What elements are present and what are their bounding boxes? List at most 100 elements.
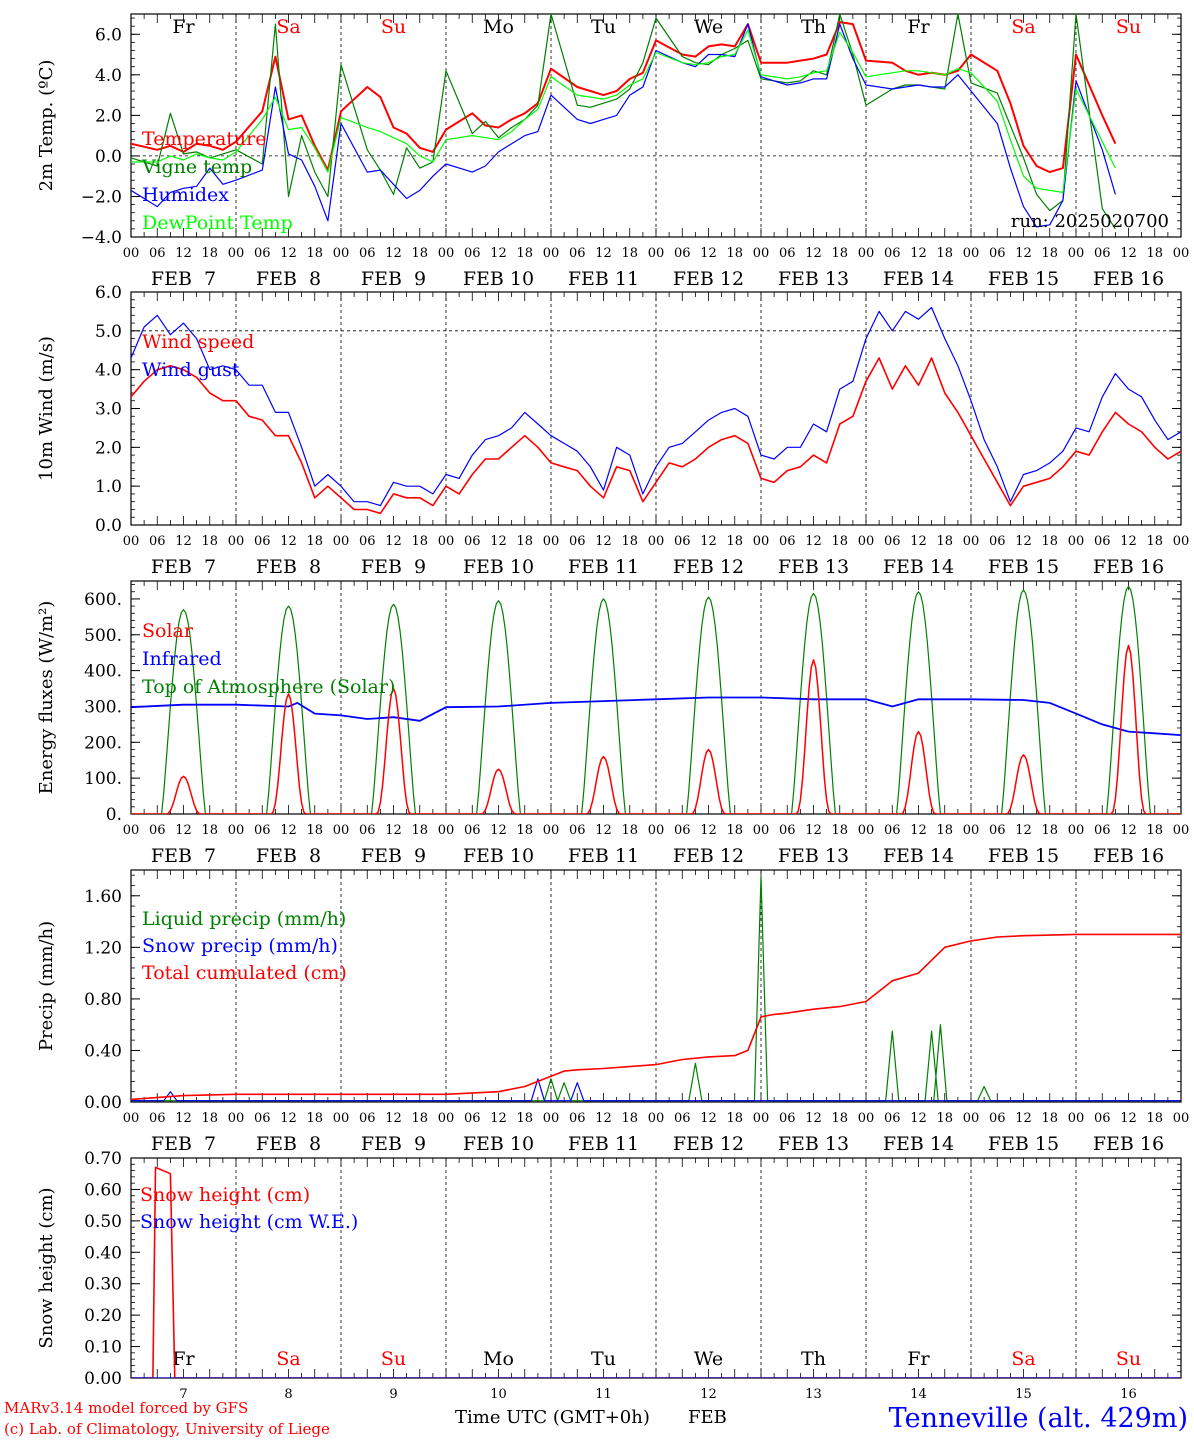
hour-tick-label: 12 [700, 534, 717, 549]
day-number-label: 9 [389, 1387, 397, 1402]
hour-tick-label: 12 [910, 534, 927, 549]
date-label: FEB 15 [988, 1133, 1059, 1155]
y-tick-label: 0.80 [84, 990, 122, 1010]
date-label: FEB 8 [256, 556, 321, 578]
hour-tick-label: 06 [569, 1111, 586, 1126]
panel-energy: 0. 100. 200. 300. 400. 500. 600. Energy fluxes … [36, 580, 1189, 867]
day-number-label: 11 [595, 1387, 612, 1402]
y-tick-label: 0.10 [84, 1338, 122, 1358]
series-group [131, 1166, 1181, 1378]
y-tick-label: 1.0 [95, 477, 122, 497]
weekday-label: Fr [172, 1348, 195, 1370]
hour-tick-label: 12 [700, 823, 717, 838]
hour-tick-label: 12 [385, 246, 402, 261]
plot-frame [130, 13, 1182, 238]
day-number-label: 10 [490, 1387, 507, 1402]
hour-tick-label: 00 [963, 246, 980, 261]
hour-tick-label: 18 [936, 246, 953, 261]
legend-entry: Solar [142, 620, 194, 642]
weekday-label: We [694, 16, 723, 38]
hour-tick-label: 12 [805, 823, 822, 838]
hour-tick-label: 12 [805, 246, 822, 261]
hour-tick-label: 00 [1068, 246, 1085, 261]
legend-entry: Temperature [142, 128, 266, 150]
hour-tick-label: 00 [648, 1111, 665, 1126]
panel-precip: 0.00 0.40 0.80 1.20 1.60 Precip (mm/h) 00 06 12 1… [36, 869, 1189, 1155]
date-label: FEB 15 [988, 556, 1059, 578]
hour-tick-label: 12 [1120, 534, 1137, 549]
hour-tick-label: 12 [805, 1111, 822, 1126]
hour-tick-label: 00 [753, 246, 770, 261]
hour-tick-label: 06 [569, 246, 586, 261]
weekday-label: Su [1116, 16, 1141, 38]
hour-tick-label: 18 [831, 1111, 848, 1126]
hour-tick-label: 12 [1120, 246, 1137, 261]
legend-entry: Snow precip (mm/h) [142, 935, 338, 957]
hour-tick-label: 06 [989, 534, 1006, 549]
hour-tick-label: 18 [726, 534, 743, 549]
hour-tick-label: 06 [149, 823, 166, 838]
date-label: FEB 10 [463, 268, 534, 290]
series-group [131, 875, 1181, 1102]
run-annotation: run: 2025020700 [1011, 211, 1169, 232]
y-tick-label: 200. [84, 733, 122, 753]
hour-tick-label: 18 [411, 1111, 428, 1126]
date-label: FEB 12 [673, 1133, 744, 1155]
hour-tick-label: 00 [228, 246, 245, 261]
hour-tick-label: 06 [1094, 246, 1111, 261]
hour-tick-label: 12 [700, 246, 717, 261]
hour-tick-label: 00 [438, 823, 455, 838]
hour-tick-label: 00 [333, 1111, 350, 1126]
hour-tick-label: 00 [648, 823, 665, 838]
hour-tick-label: 12 [1015, 823, 1032, 838]
hour-tick-label: 06 [1094, 823, 1111, 838]
y-tick-label: 400. [84, 662, 122, 682]
weekday-label: Su [381, 1348, 406, 1370]
hour-tick-label: 18 [306, 246, 323, 261]
hour-tick-label: 06 [779, 1111, 796, 1126]
hour-tick-label: 12 [1120, 1111, 1137, 1126]
hour-tick-label: 06 [779, 246, 796, 261]
date-label: FEB 14 [883, 845, 954, 867]
date-label: FEB 11 [568, 845, 639, 867]
weekday-label: Fr [172, 16, 195, 38]
y-tick-label: 0.00 [84, 1093, 122, 1113]
hour-tick-label: 00 [963, 534, 980, 549]
weekday-label: Mo [483, 1348, 514, 1370]
hour-tick-label: 00 [543, 534, 560, 549]
weekday-label: We [694, 1348, 723, 1370]
date-label: FEB 7 [151, 845, 216, 867]
hour-tick-label: 06 [884, 246, 901, 261]
day-number-label: 14 [910, 1387, 927, 1402]
day-number-label: 15 [1015, 1387, 1032, 1402]
hour-tick-label: 00 [963, 823, 980, 838]
date-label: FEB 13 [778, 556, 849, 578]
hour-tick-label: 06 [674, 1111, 691, 1126]
hour-tick-label: 06 [779, 823, 796, 838]
hour-tick-label: 06 [989, 246, 1006, 261]
date-label: FEB 8 [256, 268, 321, 290]
y-tick-label: 6.0 [95, 283, 122, 303]
weekday-label: Mo [483, 16, 514, 38]
date-label: FEB 11 [568, 268, 639, 290]
hour-tick-label: 12 [175, 246, 192, 261]
hour-tick-label: 12 [490, 246, 507, 261]
day-number-label: 12 [700, 1387, 717, 1402]
y-tick-label: 300. [84, 697, 122, 717]
weekday-label: Su [381, 16, 406, 38]
hour-tick-label: 00 [858, 1111, 875, 1126]
hour-tick-label: 12 [595, 534, 612, 549]
series-line-toa-solar [131, 585, 1181, 814]
hour-tick-label: 18 [621, 1111, 638, 1126]
series-line-0 [131, 21, 1117, 174]
hour-tick-label: 12 [595, 823, 612, 838]
hour-tick-label: 06 [254, 1111, 271, 1126]
date-label: FEB 10 [463, 845, 534, 867]
hour-tick-label: 06 [464, 823, 481, 838]
weekday-label: Sa [276, 1348, 300, 1370]
hour-tick-label: 12 [175, 1111, 192, 1126]
hour-tick-label: 18 [831, 534, 848, 549]
series-group [131, 306, 1181, 515]
series-line-1 [131, 14, 1116, 230]
y-tick-label: 0.20 [84, 1306, 122, 1326]
